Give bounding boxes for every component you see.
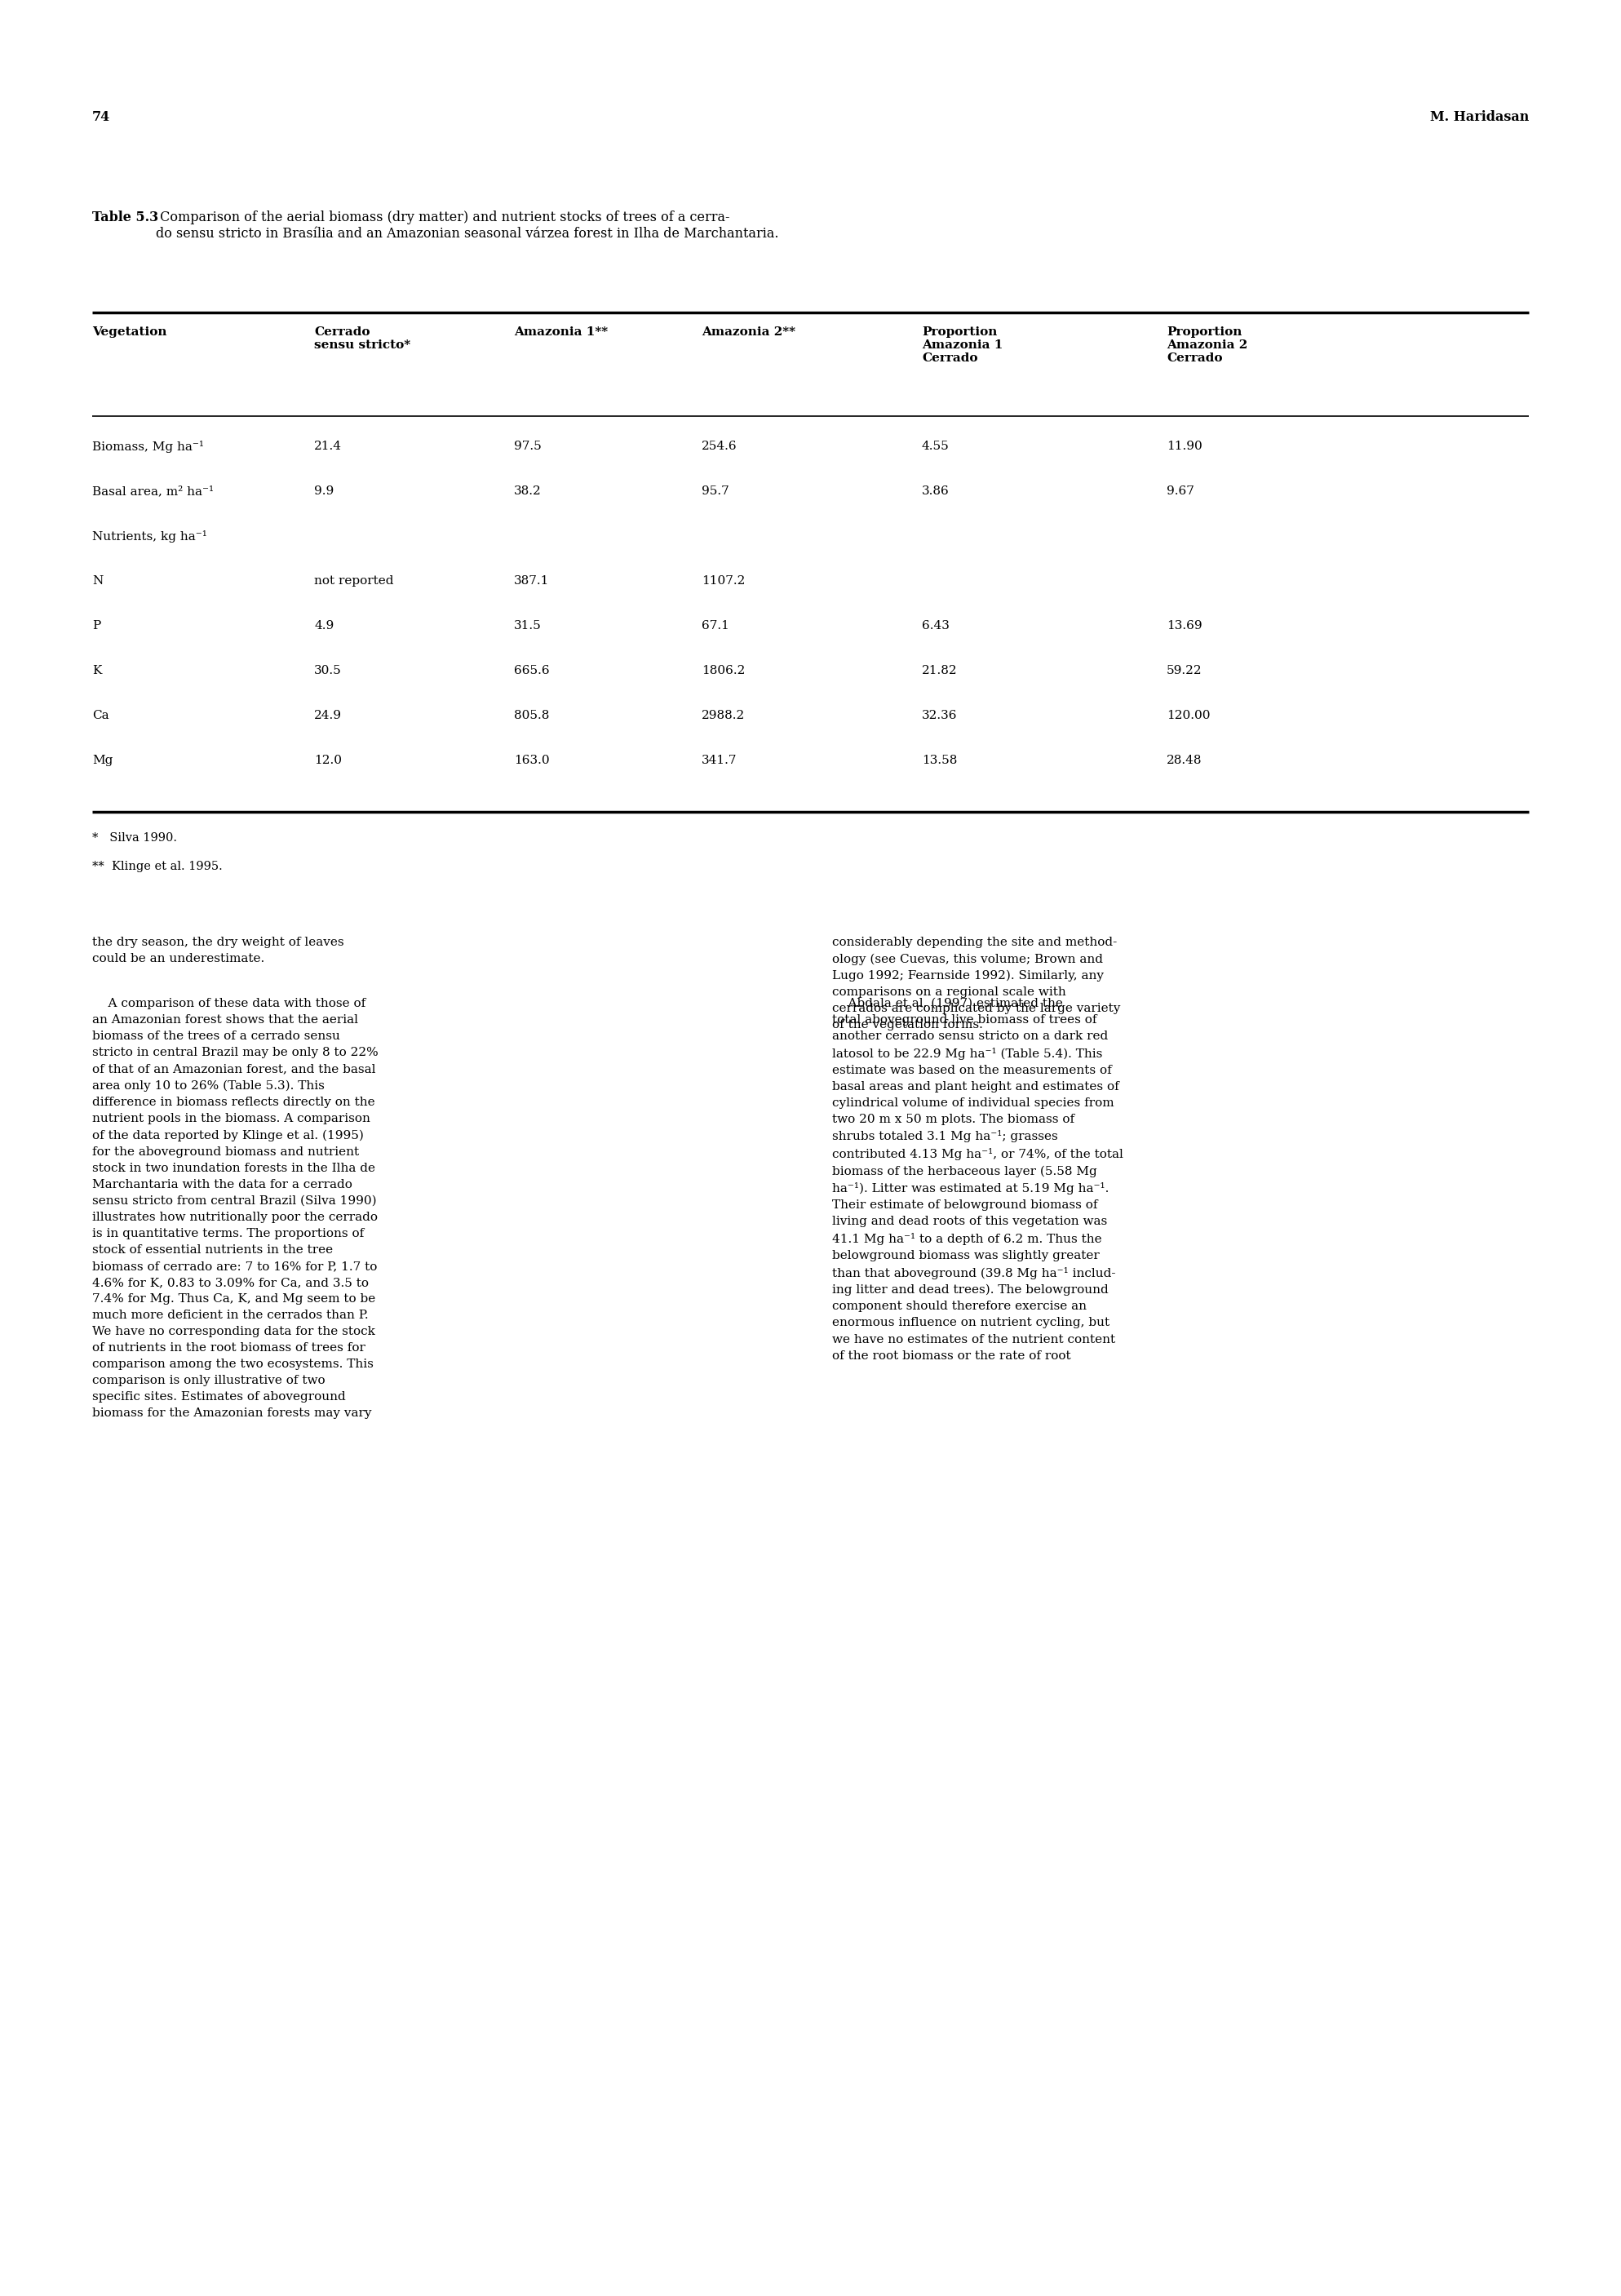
Text: 665.6: 665.6 bbox=[514, 666, 550, 677]
Text: N: N bbox=[92, 576, 104, 588]
Text: 163.0: 163.0 bbox=[514, 755, 550, 767]
Text: P: P bbox=[92, 620, 101, 631]
Text: 13.69: 13.69 bbox=[1167, 620, 1203, 631]
Text: 2988.2: 2988.2 bbox=[702, 709, 746, 721]
Text: Nutrients, kg ha⁻¹: Nutrients, kg ha⁻¹ bbox=[92, 530, 207, 542]
Text: Proportion
Amazonia 1
Cerrado: Proportion Amazonia 1 Cerrado bbox=[922, 326, 1003, 365]
Text: Basal area, m² ha⁻¹: Basal area, m² ha⁻¹ bbox=[92, 484, 214, 496]
Text: 67.1: 67.1 bbox=[702, 620, 729, 631]
Text: 387.1: 387.1 bbox=[514, 576, 550, 588]
Text: K: K bbox=[92, 666, 102, 677]
Text: 9.9: 9.9 bbox=[314, 484, 334, 496]
Text: Abdala et al. (1997) estimated the
total aboveground live biomass of trees of
an: Abdala et al. (1997) estimated the total… bbox=[832, 999, 1123, 1362]
Text: 9.67: 9.67 bbox=[1167, 484, 1195, 496]
Text: 12.0: 12.0 bbox=[314, 755, 342, 767]
Text: Table 5.3: Table 5.3 bbox=[92, 211, 159, 225]
Text: 805.8: 805.8 bbox=[514, 709, 550, 721]
Text: not reported: not reported bbox=[314, 576, 394, 588]
Text: **  Klinge et al. 1995.: ** Klinge et al. 1995. bbox=[92, 861, 222, 872]
Text: 97.5: 97.5 bbox=[514, 441, 541, 452]
Text: 21.82: 21.82 bbox=[922, 666, 958, 677]
Text: 1806.2: 1806.2 bbox=[702, 666, 746, 677]
Text: 1107.2: 1107.2 bbox=[702, 576, 746, 588]
Text: Proportion
Amazonia 2
Cerrado: Proportion Amazonia 2 Cerrado bbox=[1167, 326, 1248, 365]
Text: 21.4: 21.4 bbox=[314, 441, 342, 452]
Text: 6.43: 6.43 bbox=[922, 620, 950, 631]
Text: Mg: Mg bbox=[92, 755, 113, 767]
Text: 95.7: 95.7 bbox=[702, 484, 729, 496]
Text: 24.9: 24.9 bbox=[314, 709, 342, 721]
Text: 32.36: 32.36 bbox=[922, 709, 958, 721]
Text: 59.22: 59.22 bbox=[1167, 666, 1203, 677]
Text: 254.6: 254.6 bbox=[702, 441, 738, 452]
Text: 28.48: 28.48 bbox=[1167, 755, 1203, 767]
Text: 31.5: 31.5 bbox=[514, 620, 541, 631]
Text: Amazonia 1**: Amazonia 1** bbox=[514, 326, 608, 338]
Text: Biomass, Mg ha⁻¹: Biomass, Mg ha⁻¹ bbox=[92, 441, 204, 452]
Text: Cerrado
sensu stricto*: Cerrado sensu stricto* bbox=[314, 326, 410, 351]
Text: 3.86: 3.86 bbox=[922, 484, 950, 496]
Text: 4.55: 4.55 bbox=[922, 441, 950, 452]
Text: the dry season, the dry weight of leaves
could be an underestimate.: the dry season, the dry weight of leaves… bbox=[92, 937, 344, 964]
Text: 4.9: 4.9 bbox=[314, 620, 334, 631]
Text: 30.5: 30.5 bbox=[314, 666, 342, 677]
Text: 11.90: 11.90 bbox=[1167, 441, 1203, 452]
Text: 341.7: 341.7 bbox=[702, 755, 738, 767]
Text: *   Silva 1990.: * Silva 1990. bbox=[92, 831, 177, 843]
Text: Vegetation: Vegetation bbox=[92, 326, 167, 338]
Text: Comparison of the aerial biomass (dry matter) and nutrient stocks of trees of a : Comparison of the aerial biomass (dry ma… bbox=[156, 211, 778, 241]
Text: 74: 74 bbox=[92, 110, 110, 124]
Text: A comparison of these data with those of
an Amazonian forest shows that the aeri: A comparison of these data with those of… bbox=[92, 999, 378, 1419]
Text: 38.2: 38.2 bbox=[514, 484, 541, 496]
Text: 120.00: 120.00 bbox=[1167, 709, 1211, 721]
Text: Ca: Ca bbox=[92, 709, 109, 721]
Text: M. Haridasan: M. Haridasan bbox=[1430, 110, 1529, 124]
Text: considerably depending the site and method-
ology (see Cuevas, this volume; Brow: considerably depending the site and meth… bbox=[832, 937, 1120, 1031]
Text: Amazonia 2**: Amazonia 2** bbox=[702, 326, 796, 338]
Text: 13.58: 13.58 bbox=[922, 755, 958, 767]
